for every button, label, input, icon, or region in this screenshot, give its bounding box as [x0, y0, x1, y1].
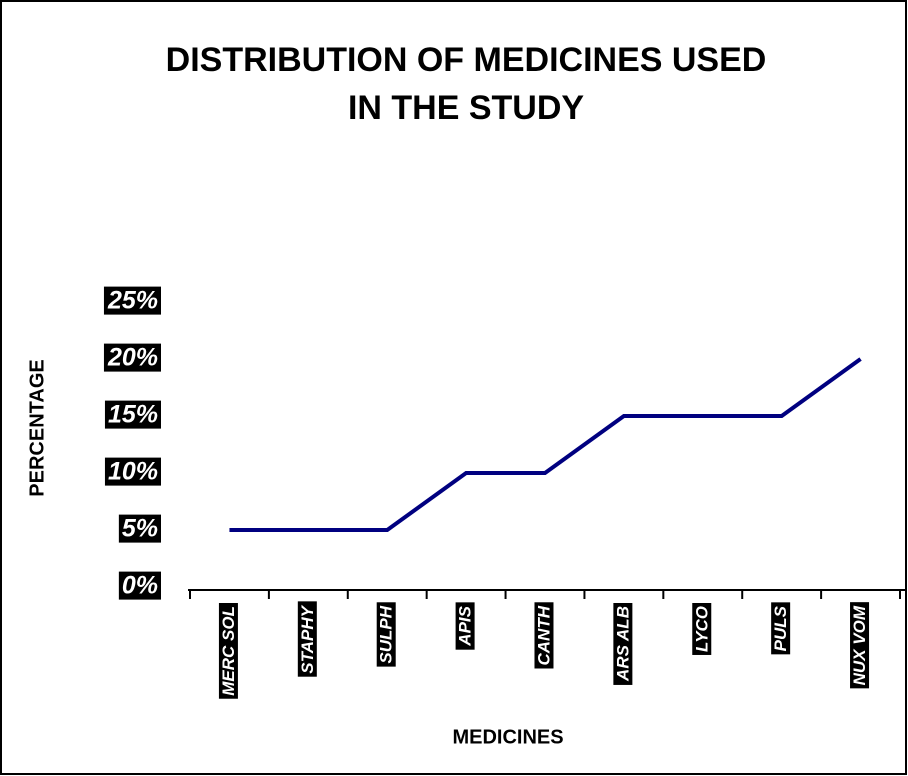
x-tick-label: CANTH — [534, 605, 553, 665]
x-tick-label: SULPH — [377, 605, 396, 663]
y-tick-label: 20% — [107, 344, 158, 372]
label-background — [104, 457, 161, 486]
label-background — [613, 603, 633, 685]
y-axis-label: PERCENTAGE — [26, 359, 48, 496]
y-tick-label: 0% — [122, 572, 158, 600]
label-background — [376, 602, 396, 667]
label-background — [104, 400, 161, 429]
data-line — [229, 357, 862, 532]
y-tick-label: 25% — [107, 287, 158, 315]
label-background — [103, 343, 161, 372]
x-tick-label: APIS — [456, 605, 475, 646]
label-background — [297, 601, 317, 677]
x-tick-label: STAPHY — [298, 604, 317, 673]
label-background — [534, 602, 554, 669]
x-tick-label: MERC SOL — [219, 606, 238, 696]
label-background — [103, 286, 161, 315]
label-background — [771, 602, 791, 655]
x-tick-label: ARS ALB — [613, 606, 632, 682]
label-background — [455, 602, 475, 650]
label-background — [692, 603, 712, 655]
y-tick-label: 5% — [122, 515, 158, 543]
x-axis-label: MEDICINES — [452, 726, 563, 748]
label-background — [850, 602, 870, 689]
label-background — [118, 571, 161, 600]
x-tick-label: NUX VOM — [850, 605, 869, 685]
x-tick-label: LYCO — [692, 606, 711, 652]
x-tick-label: PULS — [771, 605, 790, 651]
chart-title: IN THE STUDY — [348, 89, 584, 127]
chart-title: DISTRIBUTION OF MEDICINES USED — [166, 41, 767, 79]
y-tick-label: 10% — [108, 458, 158, 486]
label-background — [118, 514, 161, 543]
y-tick-label: 15% — [108, 401, 158, 429]
label-background — [218, 603, 238, 699]
